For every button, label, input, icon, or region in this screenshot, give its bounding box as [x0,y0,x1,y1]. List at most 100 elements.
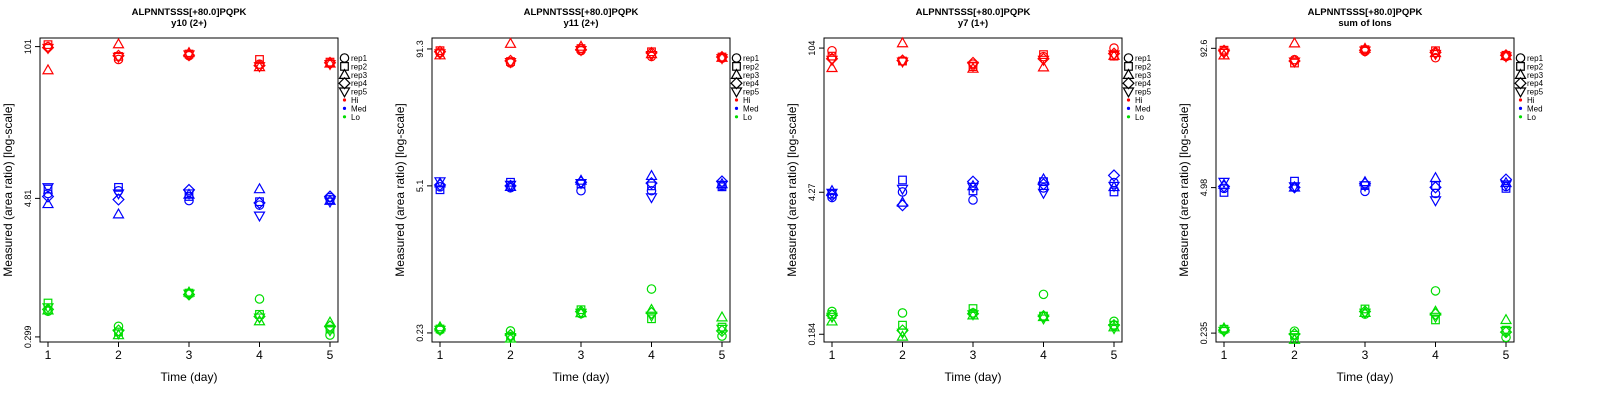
legend-symbol-rep5 [1122,87,1135,99]
y-tick-label: 5.1 [415,180,425,193]
legend-label-rep5: rep5 [351,88,368,97]
data-point-med-rep5 [1037,188,1050,200]
data-point-lo-rep4 [112,324,125,337]
data-point-lo-rep5 [182,289,196,301]
data-point-med-rep3 [645,169,658,181]
data-point-hi-rep2 [1219,45,1229,55]
legend-label-med: Med [1135,104,1151,113]
data-point-med-rep5 [41,183,55,194]
data-point-hi-rep5 [504,58,517,69]
data-point-lo-rep2 [43,298,53,308]
data-point-med-rep4 [323,190,337,203]
data-point-lo-rep1 [646,284,657,294]
legend-label-rep4: rep4 [1527,79,1544,88]
data-point-med-rep1 [576,185,586,196]
y-tick-label: 4.27 [807,183,817,201]
legend-symbol-rep4 [338,76,351,90]
data-point-med-rep5 [966,182,980,194]
data-point-med-rep1 [968,195,978,205]
y-axis-label: Measured (area ratio) [log-scale] [393,103,407,276]
data-point-hi-rep5 [182,50,196,62]
legend-label-rep2: rep2 [743,62,760,71]
data-point-med-rep4 [1499,173,1513,186]
data-point-hi-rep5 [1499,52,1513,63]
data-point-med-rep5 [825,188,839,200]
legend-label-hi: Hi [1527,96,1535,105]
legend-label-hi: Hi [743,96,751,105]
data-point-lo-rep4 [645,306,658,320]
legend-dot-hi [342,98,347,102]
legend-dot-lo [342,115,347,119]
data-point-med-rep4 [825,188,839,202]
legend-dot-lo [1126,115,1131,119]
data-point-hi-rep1 [1430,52,1441,63]
data-point-lo-rep5 [715,324,729,336]
data-point-hi-rep5 [645,51,658,62]
data-point-lo-rep4 [41,303,55,316]
legend-label-rep5: rep5 [1527,88,1544,97]
y-tick-label: 0.299 [23,326,33,349]
data-point-med-rep4 [182,183,196,197]
data-point-lo-rep5 [896,328,909,340]
chart-subtitle: y10 (2+) [171,18,207,29]
data-point-lo-rep5 [574,308,588,320]
x-tick-label: 5 [719,348,726,362]
data-point-med-rep2 [898,175,907,185]
data-point-hi-rep3 [574,40,588,51]
legend-label-rep2: rep2 [1135,62,1152,71]
data-point-lo-rep3 [645,303,658,314]
data-point-lo-rep3 [715,310,729,322]
data-point-hi-rep5 [1429,49,1442,61]
data-point-med-rep4 [112,193,125,206]
data-point-med-rep3 [1037,172,1050,184]
legend-dot-med [1518,106,1523,110]
data-point-med-rep4 [896,199,909,212]
data-point-med-rep3 [896,196,909,207]
x-axis-label: Time (day) [553,370,610,384]
legend-label-rep2: rep2 [1527,62,1544,71]
data-point-med-rep2 [647,181,656,191]
legend-dot-lo [1518,115,1523,119]
data-point-hi-rep5 [253,62,266,73]
data-point-hi-rep3 [715,51,729,62]
y-tick-label: 92.6 [1199,40,1209,58]
data-point-lo-rep1 [827,306,837,317]
data-point-lo-rep5 [41,303,55,314]
data-point-lo-rep5 [1499,326,1513,338]
data-point-lo-rep5 [1037,314,1050,326]
data-point-lo-rep3 [253,314,266,326]
x-tick-label: 3 [970,348,977,362]
data-point-lo-rep5 [645,311,658,323]
x-tick-label: 3 [186,348,193,362]
legend-label-hi: Hi [1135,96,1143,105]
data-point-hi-rep5 [41,43,55,55]
x-tick-label: 1 [829,348,836,362]
legend-symbol-rep4 [1122,76,1135,90]
legend-label-rep1: rep1 [1135,54,1152,63]
data-point-hi-rep3 [112,37,125,49]
data-point-med-rep5 [1217,177,1231,189]
data-point-med-rep4 [253,196,266,210]
legend-label-med: Med [351,104,367,113]
legend-dot-med [734,106,739,110]
chart-title: ALPNNTSSS[+80.0]PQPK [524,7,639,18]
data-point-med-rep2 [1290,176,1299,186]
data-point-hi-rep3 [1037,60,1050,72]
legend-label-rep3: rep3 [1527,71,1544,80]
data-point-lo-rep5 [966,310,980,321]
x-tick-label: 4 [256,348,263,362]
legend-label-rep1: rep1 [1527,54,1544,63]
chart-subtitle: sum of Ions [1338,18,1391,29]
x-tick-label: 2 [1291,348,1298,362]
data-point-med-rep5 [323,197,337,209]
legend-label-lo: Lo [743,113,752,122]
data-point-hi-rep1 [827,45,837,56]
legend-label-rep4: rep4 [743,79,760,88]
data-point-lo-rep5 [1107,324,1121,335]
legend-symbol-rep5 [1514,87,1527,99]
y-axis-label: Measured (area ratio) [log-scale] [1177,103,1191,276]
x-tick-label: 4 [1432,348,1439,362]
